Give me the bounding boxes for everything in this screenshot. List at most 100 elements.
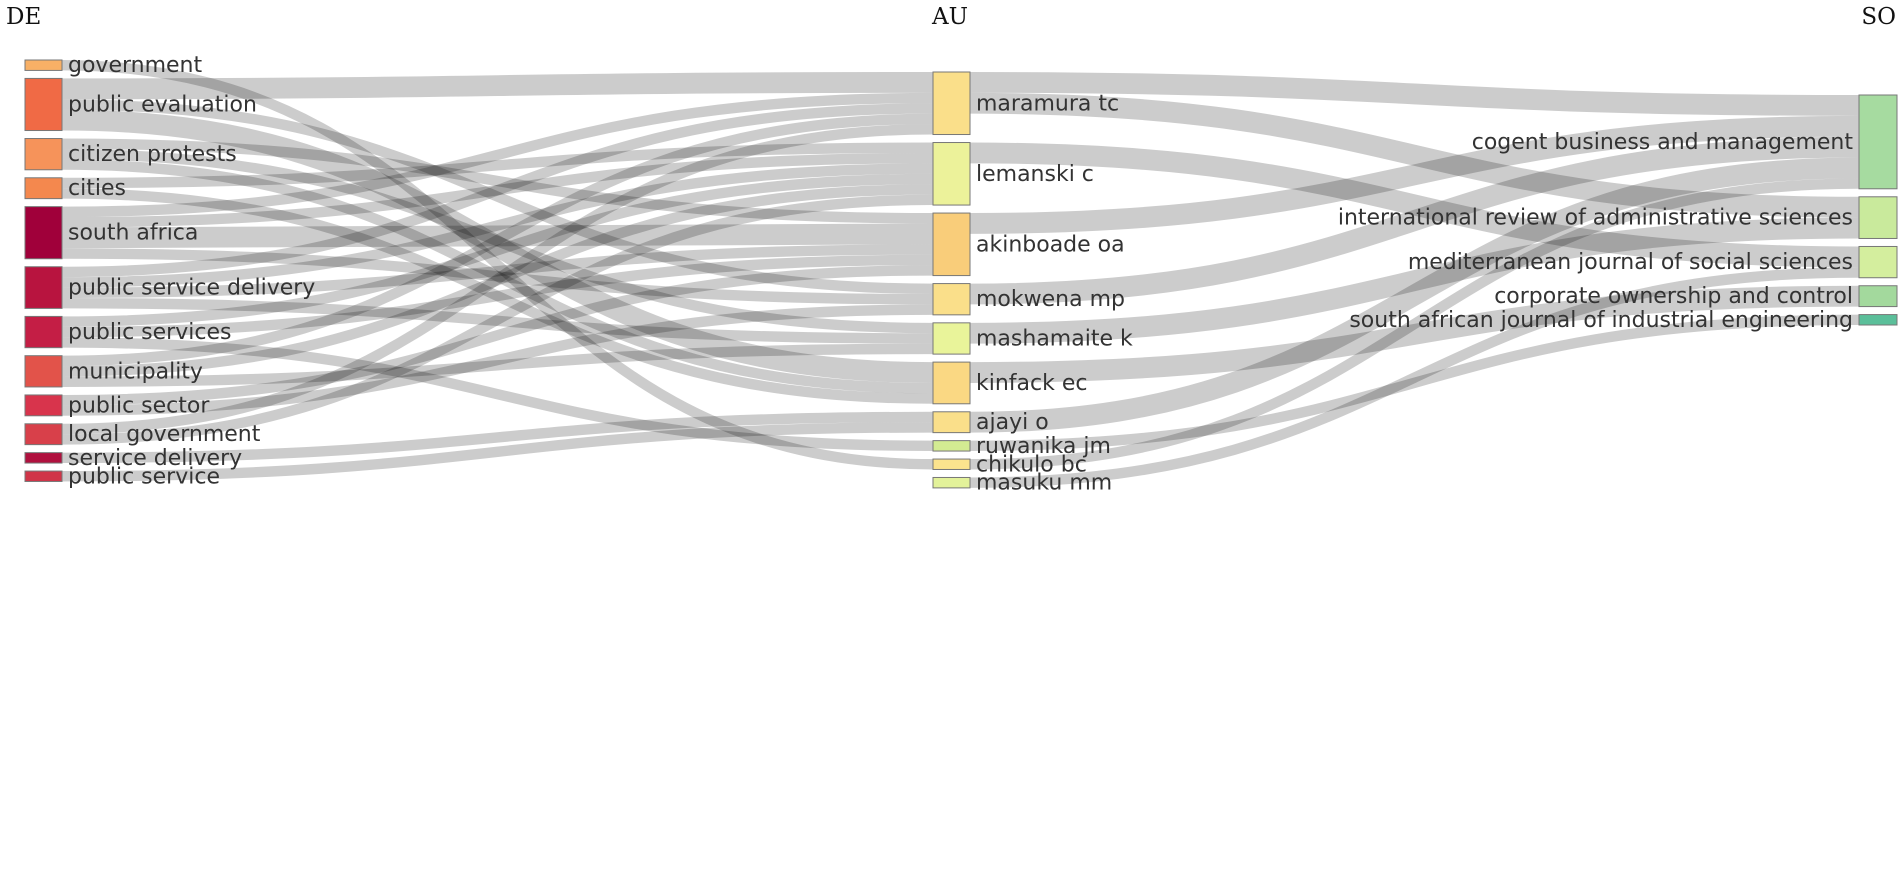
link-public-sector-to-mokwena-mp xyxy=(61,304,934,416)
link-public-sector-to-akinboade-oa xyxy=(61,265,934,406)
link-municipality-to-maramura-tc xyxy=(61,113,934,367)
node-ajayi-o xyxy=(932,411,971,434)
labels-layer: government public evaluation citizen prote… xyxy=(68,53,1853,495)
link-akinboade-oa-to-cogent xyxy=(969,115,1860,234)
node-masuku-mm xyxy=(932,476,971,489)
link-cities-to-kinfack-ec xyxy=(61,188,934,404)
node-municipality xyxy=(24,355,63,388)
node-government xyxy=(24,59,63,71)
node-coc xyxy=(1858,285,1898,308)
link-kinfack-ec-to-coc xyxy=(969,285,1860,383)
link-citizen-protests-to-mashamaite-k xyxy=(61,148,934,334)
node-label-masuku-mm: masuku mm xyxy=(976,471,1112,496)
link-public-evaluation-to-mokwena-mp xyxy=(61,99,934,294)
node-public-services xyxy=(24,315,63,349)
column-header-au: AU xyxy=(931,4,968,30)
nodes-layer xyxy=(24,59,1898,489)
link-lemanski-c-to-mjss xyxy=(969,142,1860,268)
link-public-services-to-ruwanika-jm xyxy=(61,337,934,452)
link-mashamaite-k-to-iras xyxy=(969,217,1860,344)
node-label-iras: international review of administrative s… xyxy=(1338,206,1853,231)
link-public-evaluation-to-kinfack-ec xyxy=(61,109,934,383)
link-ruwanika-jm-to-sajie xyxy=(969,314,1860,452)
link-municipality-to-mashamaite-k xyxy=(61,343,934,387)
node-mashamaite-k xyxy=(932,322,971,355)
node-ruwanika-jm xyxy=(932,440,971,452)
node-label-kinfack-ec: kinfack ec xyxy=(976,371,1087,396)
node-label-ajayi-o: ajayi o xyxy=(976,410,1049,435)
column-header-de: DE xyxy=(6,4,41,30)
node-label-ruwanika-jm: ruwanika jm xyxy=(976,434,1111,459)
node-label-mjss: mediterranean journal of social sciences xyxy=(1408,250,1853,275)
link-south-africa-to-akinboade-oa xyxy=(61,223,934,249)
link-public-service-delivery-to-maramura-tc xyxy=(61,103,934,278)
node-label-cities: cities xyxy=(68,176,126,201)
link-ajayi-o-to-cogent xyxy=(969,157,1860,433)
node-label-south-africa: south africa xyxy=(68,221,198,246)
link-public-service-delivery-to-lemanski-c xyxy=(61,163,934,288)
node-public-evaluation xyxy=(24,77,63,132)
node-label-public-service-delivery: public service delivery xyxy=(68,276,315,301)
link-service-delivery-to-ajayi-o xyxy=(61,411,934,464)
node-label-public-evaluation: public evaluation xyxy=(68,92,257,117)
node-cities xyxy=(24,177,63,200)
link-cities-to-lemanski-c xyxy=(61,142,934,189)
node-iras xyxy=(1858,196,1898,239)
link-citizen-protests-to-akinboade-oa xyxy=(61,138,934,224)
node-label-mokwena-mp: mokwena mp xyxy=(976,287,1125,312)
link-masuku-mm-to-mjss xyxy=(969,267,1860,488)
link-south-africa-to-lemanski-c xyxy=(61,152,934,228)
node-label-cogent: cogent business and management xyxy=(1472,130,1854,155)
link-south-africa-to-mokwena-mp xyxy=(61,248,934,305)
link-citizen-protests-to-kinfack-ec xyxy=(61,159,934,394)
node-label-service-delivery: service delivery xyxy=(68,446,242,471)
node-sajie xyxy=(1858,314,1898,326)
link-public-service-to-ajayi-o xyxy=(61,422,934,482)
node-label-local-government: local government xyxy=(68,422,261,447)
column-headers: DE AU SO xyxy=(6,4,1896,30)
node-kinfack-ec xyxy=(932,361,971,405)
node-lemanski-c xyxy=(932,142,971,206)
node-label-public-service: public service xyxy=(68,464,220,489)
node-public-sector xyxy=(24,394,63,417)
column-header-so: SO xyxy=(1861,4,1896,30)
node-label-lemanski-c: lemanski c xyxy=(976,162,1094,187)
link-maramura-tc-to-cogent xyxy=(969,72,1860,116)
link-public-service-delivery-to-akinboade-oa xyxy=(61,244,934,298)
link-public-services-to-lemanski-c xyxy=(61,173,934,327)
link-mokwena-mp-to-cogent xyxy=(969,136,1860,305)
link-maramura-tc-to-iras xyxy=(969,92,1860,218)
node-label-public-services: public services xyxy=(68,320,231,345)
node-label-maramura-tc: maramura tc xyxy=(976,91,1119,116)
node-label-coc: corporate ownership and control xyxy=(1494,284,1853,309)
node-public-service-delivery xyxy=(24,266,63,309)
links-layer xyxy=(61,59,1860,488)
node-mokwena-mp xyxy=(932,283,971,316)
node-akinboade-oa xyxy=(932,212,971,277)
node-south-africa xyxy=(24,206,63,260)
node-maramura-tc xyxy=(932,71,971,136)
node-cogent xyxy=(1858,94,1898,190)
link-government-to-chikulo-bc xyxy=(61,59,934,470)
node-label-government: government xyxy=(68,53,202,78)
node-label-municipality: municipality xyxy=(68,359,203,384)
node-mjss xyxy=(1858,245,1898,279)
link-local-government-to-lemanski-c xyxy=(61,194,934,445)
node-label-citizen-protests: citizen protests xyxy=(68,142,237,167)
link-municipality-to-lemanski-c xyxy=(61,184,934,377)
node-label-chikulo-bc: chikulo bc xyxy=(976,452,1087,477)
node-chikulo-bc xyxy=(932,458,971,470)
link-public-services-to-akinboade-oa xyxy=(61,254,934,338)
node-service-delivery xyxy=(24,452,63,464)
link-public-service-delivery-to-mashamaite-k xyxy=(61,298,934,344)
link-local-government-to-maramura-tc xyxy=(61,124,934,435)
node-citizen-protests xyxy=(24,138,63,171)
node-label-public-sector: public sector xyxy=(68,393,210,418)
node-label-akinboade-oa: akinboade oa xyxy=(976,232,1125,257)
link-south-africa-to-maramura-tc xyxy=(61,92,934,218)
node-label-mashamaite-k: mashamaite k xyxy=(976,326,1133,351)
node-local-government xyxy=(24,423,63,446)
node-public-service xyxy=(24,470,63,482)
node-label-sajie: south african journal of industrial engi… xyxy=(1349,308,1853,333)
